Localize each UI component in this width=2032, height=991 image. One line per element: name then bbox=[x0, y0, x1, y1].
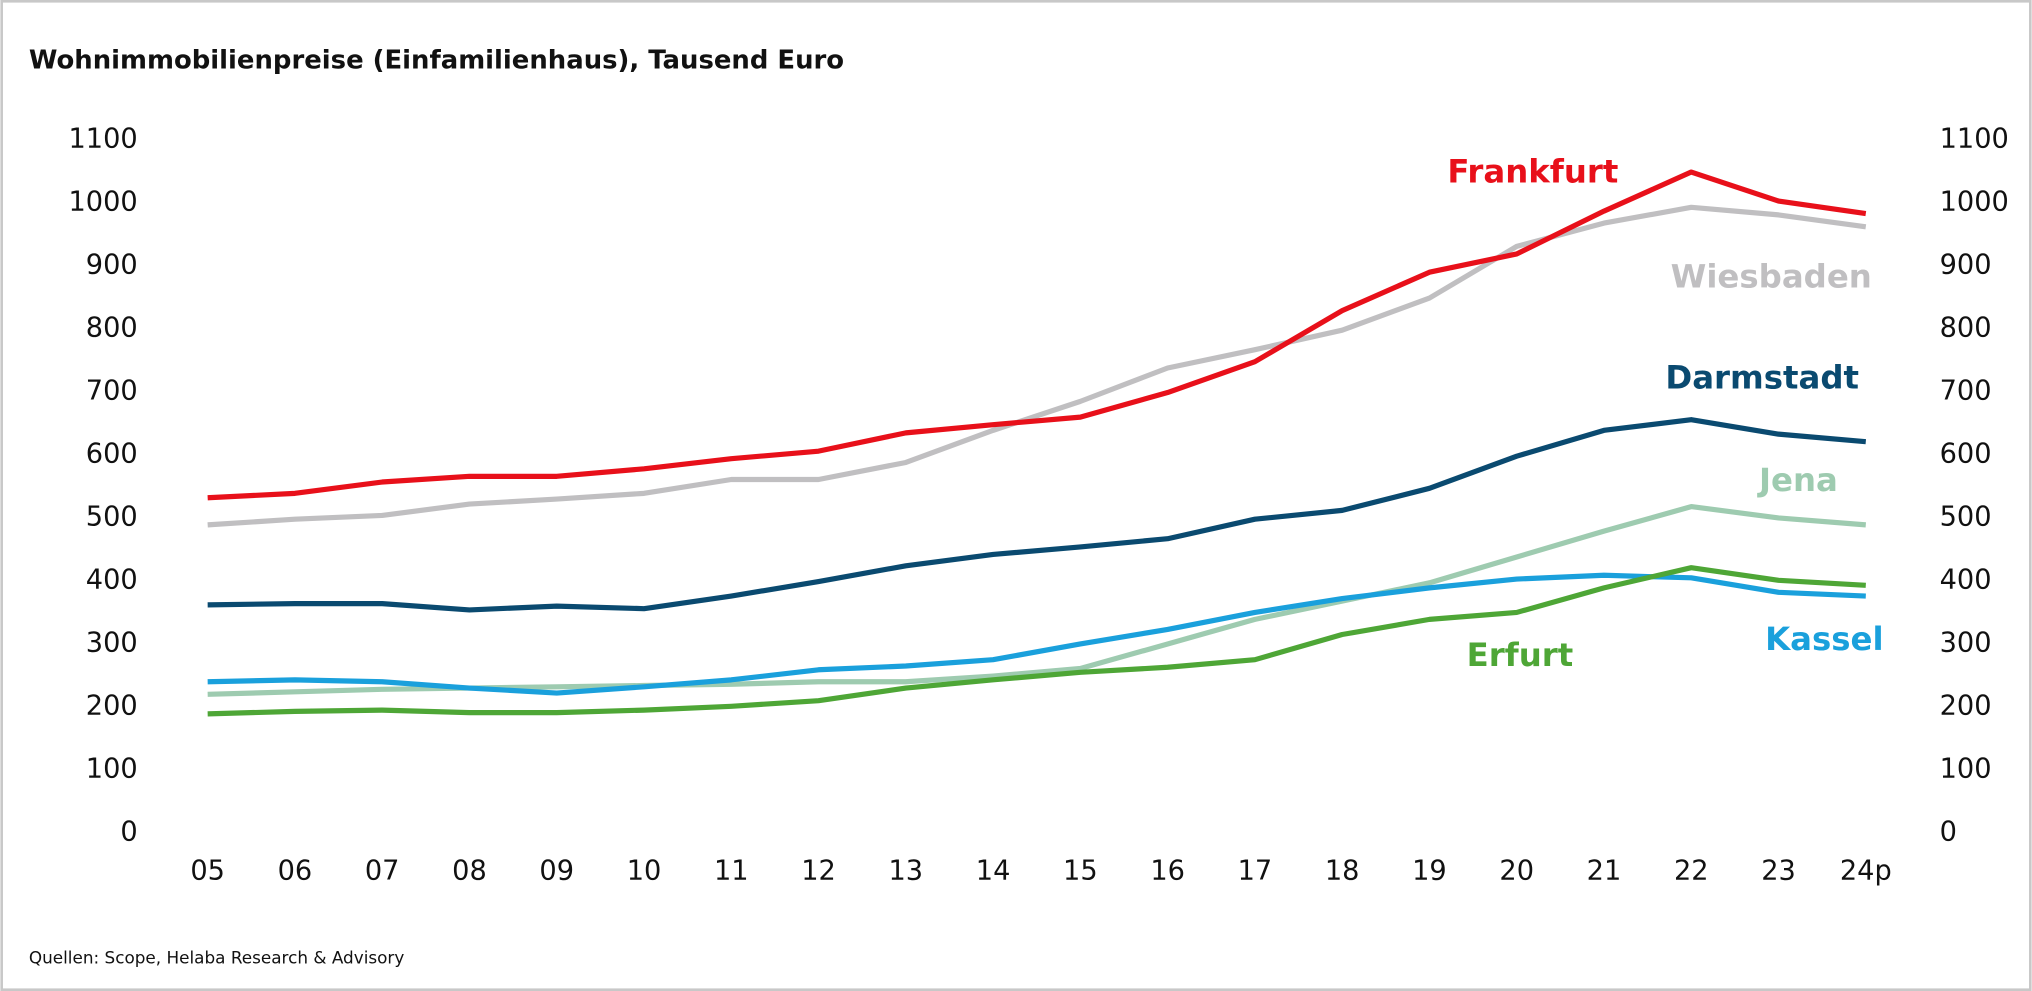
x-tick-label: 18 bbox=[1325, 855, 1360, 886]
series-label: Wiesbaden bbox=[1671, 258, 1872, 296]
y-tick-label: 300 bbox=[86, 627, 138, 658]
x-tick-label: 17 bbox=[1238, 855, 1273, 886]
y-tick-label: 200 bbox=[86, 690, 138, 721]
y-tick-label: 100 bbox=[86, 753, 138, 784]
x-tick-label: 20 bbox=[1499, 855, 1534, 886]
series-label: Darmstadt bbox=[1665, 359, 1859, 397]
y2-tick-label: 700 bbox=[1940, 375, 1992, 406]
x-tick-label: 05 bbox=[190, 855, 225, 886]
y-tick-label: 400 bbox=[86, 564, 138, 595]
series-line bbox=[207, 572, 1866, 696]
x-tick-label: 12 bbox=[801, 855, 836, 886]
x-tick-label: 11 bbox=[714, 855, 749, 886]
x-tick-label: 24p bbox=[1840, 855, 1892, 886]
y2-tick-label: 300 bbox=[1940, 627, 1992, 658]
y2-tick-label: 1000 bbox=[1940, 186, 2009, 217]
y2-tick-label: 400 bbox=[1940, 564, 1992, 595]
y2-tick-label: 900 bbox=[1940, 249, 1992, 280]
series-label: Jena bbox=[1757, 461, 1838, 499]
x-tick-label: 22 bbox=[1674, 855, 1709, 886]
y-tick-label: 900 bbox=[86, 249, 138, 280]
series-label: Erfurt bbox=[1467, 636, 1574, 674]
y2-tick-label: 600 bbox=[1940, 438, 1992, 469]
x-tick-label: 08 bbox=[452, 855, 487, 886]
y-tick-label: 500 bbox=[86, 501, 138, 532]
series-line bbox=[207, 204, 1867, 528]
x-tick-label: 23 bbox=[1761, 855, 1796, 886]
y-tick-label: 1000 bbox=[68, 186, 137, 217]
plot: 0100200300400500600700800900100011000100… bbox=[68, 123, 2008, 886]
x-tick-label: 15 bbox=[1063, 855, 1098, 886]
y2-tick-label: 800 bbox=[1940, 312, 1992, 343]
series-label: Kassel bbox=[1765, 620, 1884, 658]
y2-tick-label: 1100 bbox=[1940, 123, 2009, 154]
x-tick-label: 09 bbox=[539, 855, 574, 886]
x-tick-label: 06 bbox=[278, 855, 313, 886]
x-tick-label: 13 bbox=[889, 855, 924, 886]
y2-tick-label: 0 bbox=[1940, 816, 1957, 847]
x-tick-label: 10 bbox=[627, 855, 662, 886]
x-tick-label: 21 bbox=[1587, 855, 1622, 886]
chart-title: Wohnimmobilienpreise (Einfamilienhaus), … bbox=[29, 45, 844, 75]
series-line bbox=[207, 565, 1866, 717]
series-line bbox=[207, 417, 1867, 613]
x-tick-label: 19 bbox=[1412, 855, 1447, 886]
x-tick-label: 14 bbox=[976, 855, 1011, 886]
y-tick-label: 600 bbox=[86, 438, 138, 469]
x-tick-label: 16 bbox=[1150, 855, 1185, 886]
y2-tick-label: 500 bbox=[1940, 501, 1992, 532]
y-tick-label: 800 bbox=[86, 312, 138, 343]
series-line bbox=[207, 169, 1867, 501]
series-label: Frankfurt bbox=[1447, 153, 1618, 191]
source: Quellen: Scope, Helaba Research & Adviso… bbox=[29, 948, 404, 968]
y2-tick-label: 200 bbox=[1940, 690, 1992, 721]
y2-tick-label: 100 bbox=[1940, 753, 1992, 784]
y-tick-label: 700 bbox=[86, 375, 138, 406]
y-tick-label: 1100 bbox=[68, 123, 137, 154]
x-tick-label: 07 bbox=[365, 855, 400, 886]
y-tick-label: 0 bbox=[120, 816, 137, 847]
